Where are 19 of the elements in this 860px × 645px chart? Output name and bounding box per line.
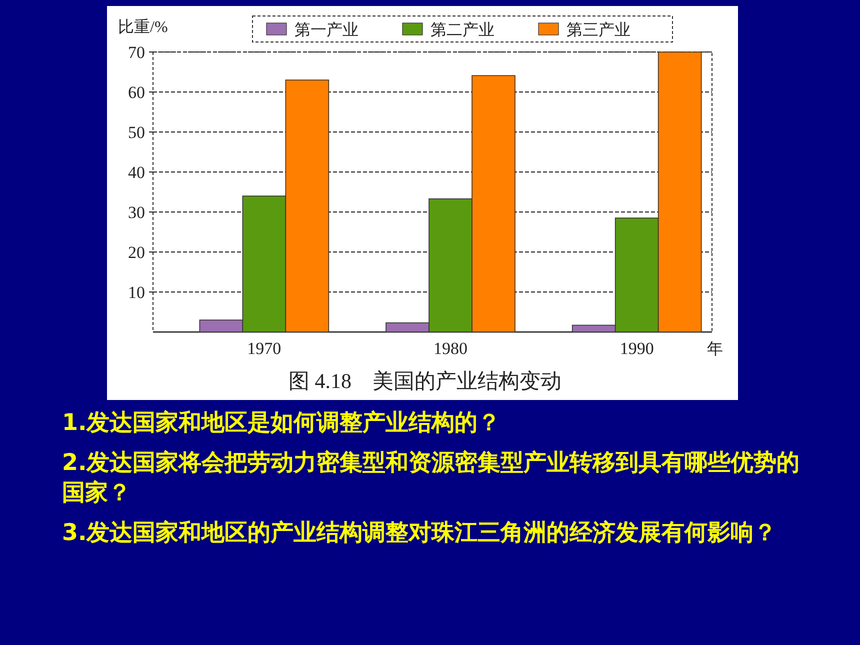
y-tick-label: 70 bbox=[128, 43, 145, 62]
x-tick-label: 1970 bbox=[247, 339, 282, 358]
y-tick-label: 10 bbox=[128, 283, 145, 302]
text: 图 4.18 美国的产业结构变动 bbox=[288, 369, 562, 393]
legend-label: 第一产业 bbox=[294, 21, 358, 39]
text: 1.发达国家和地区是如何调整产业结构的？ bbox=[62, 409, 502, 438]
x-axis-title: 年 bbox=[707, 341, 723, 358]
text: 2.发达国家将会把劳动力密集型和资源密集型产业转移到具有哪些优势的国家？ bbox=[62, 449, 801, 508]
y-axis-title: 比重/% bbox=[118, 18, 168, 36]
y-tick-label: 20 bbox=[128, 243, 145, 262]
x-tick-label: 1990 bbox=[620, 339, 654, 358]
y-tick-label: 50 bbox=[128, 123, 145, 142]
text: 3.发达国家和地区的产业结构调整对珠江三角洲的经济发展有何影响？ bbox=[62, 519, 778, 548]
legend-label: 第三产业 bbox=[566, 21, 630, 39]
y-tick-label: 30 bbox=[128, 203, 145, 222]
y-tick-label: 60 bbox=[128, 83, 145, 102]
y-tick-label: 40 bbox=[128, 163, 145, 182]
x-tick-label: 1980 bbox=[434, 339, 468, 358]
legend-label: 第二产业 bbox=[430, 21, 494, 39]
